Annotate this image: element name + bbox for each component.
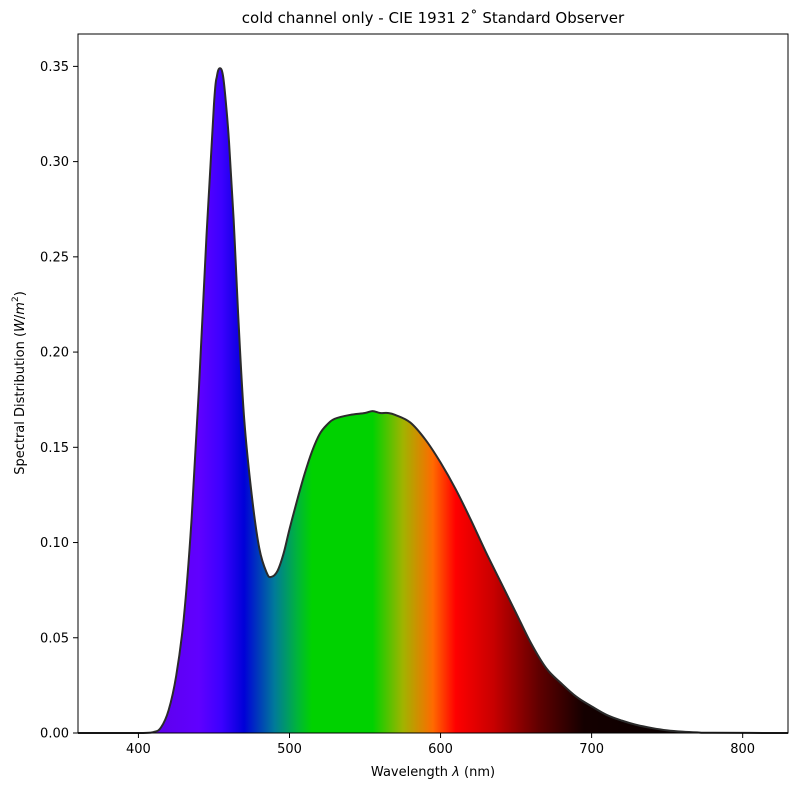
y-tick-label: 0.25 — [40, 250, 69, 265]
y-axis-label-unit-w: W — [13, 318, 28, 332]
y-tick-label: 0.00 — [40, 727, 69, 742]
y-tick-label: 0.30 — [40, 155, 69, 170]
x-axis: 400 500 600 700 800 — [126, 733, 755, 757]
y-axis-label-text: Spectral Distribution ( — [13, 332, 28, 475]
y-axis-label-close: ) — [13, 291, 28, 296]
y-tick-label: 0.35 — [40, 60, 69, 75]
y-axis: 0.00 0.05 0.10 0.15 0.20 0.25 0.30 0.35 — [40, 60, 78, 742]
x-tick-label: 700 — [579, 742, 604, 757]
y-axis-label-unit-m: m — [13, 302, 28, 315]
x-tick-label: 800 — [730, 742, 755, 757]
x-tick-label: 400 — [126, 742, 151, 757]
y-axis-label-exponent: 2 — [11, 296, 21, 302]
y-tick-label: 0.10 — [40, 536, 69, 551]
plot-frame — [77, 33, 789, 734]
y-axis-label: Spectral Distribution (W/m2) — [11, 291, 28, 475]
x-axis-label-unit: (nm) — [460, 765, 495, 780]
y-tick-label: 0.20 — [40, 346, 69, 361]
y-axis-label-slash: / — [13, 314, 28, 319]
x-axis-label-symbol: λ — [451, 765, 460, 780]
x-axis-label-text: Wavelength — [371, 765, 452, 780]
x-tick-label: 500 — [277, 742, 302, 757]
series-line — [77, 67, 789, 734]
x-tick-label: 600 — [428, 742, 453, 757]
spectrum-area-fill — [78, 68, 788, 733]
y-tick-label: 0.05 — [40, 631, 69, 646]
y-tick-label: 0.15 — [40, 441, 69, 456]
x-axis-label: Wavelength λ (nm) — [371, 765, 495, 780]
chart-title: cold channel only - CIE 1931 2˚ Standard… — [242, 9, 625, 27]
